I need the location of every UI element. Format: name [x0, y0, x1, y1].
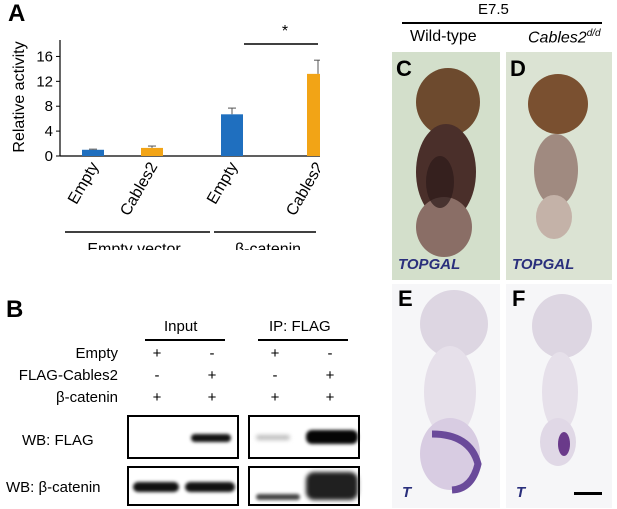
bar: [307, 73, 320, 156]
bar: [221, 114, 243, 156]
panel-f-t-mutant: F T: [506, 284, 612, 508]
embryo-image-e: [420, 290, 488, 494]
cables2-label-text: Cables2: [528, 29, 587, 47]
cables2-sup: d/d: [586, 28, 601, 39]
topgal-label-c: TOPGAL: [398, 256, 461, 273]
t-label-f: T: [516, 484, 526, 501]
wb-flag-label: WB: FLAG: [22, 432, 94, 449]
panel-d-letter: D: [510, 56, 526, 81]
band: [256, 494, 300, 500]
y-tick-label: 0: [45, 148, 53, 165]
row-label-flag-cables2: FLAG-Cables2: [18, 367, 118, 384]
blot-flag-ip: [248, 415, 360, 459]
wb-beta-catenin-label: WB: β-catenin: [6, 479, 101, 496]
band: [306, 472, 358, 500]
sign-r1-c0: -: [154, 367, 160, 384]
x-tick-label: Empty: [65, 160, 102, 208]
panel-c-topgal-wt: C TOPGAL: [392, 52, 500, 280]
sign-r0-c3: -: [327, 345, 333, 362]
input-header: Input: [164, 318, 198, 335]
ip-header-line: [258, 339, 348, 341]
x-tick-label: Cables2: [117, 159, 161, 218]
embryo-image-d: [528, 74, 588, 239]
blot-beta-catenin-input: [127, 466, 239, 506]
panel-f-letter: F: [512, 286, 526, 311]
band: [256, 435, 290, 440]
x-tick-label: Empty: [204, 160, 241, 208]
group-label-empty-vector: Empty vector: [87, 241, 181, 250]
sign-r1-c1: +: [207, 367, 217, 384]
sign-r2-c1: +: [207, 389, 217, 406]
bar-chart: 0 4 8 12 16 Empty Cables2 Empty Cables2 * Empty ve…: [36, 23, 320, 250]
sign-r2-c0: +: [152, 389, 162, 406]
panel-b-letter: B: [6, 296, 24, 323]
ip-flag-header: IP: FLAG: [269, 318, 331, 335]
wild-type-label: Wild-type: [410, 28, 477, 45]
panel-e-letter: E: [398, 286, 413, 311]
sign-r1-c3: +: [325, 367, 335, 384]
band: [191, 434, 231, 442]
y-tick-label: 16: [36, 48, 53, 65]
band: [133, 482, 179, 492]
blot-beta-catenin-ip: [248, 466, 360, 506]
sign-r0-c1: -: [209, 345, 215, 362]
sign-r1-c2: -: [272, 367, 278, 384]
stage-label: E7.5: [478, 1, 509, 18]
y-tick-label: 4: [45, 123, 53, 140]
input-header-line: [145, 339, 225, 341]
panel-d-topgal-mutant: D TOPGAL: [506, 52, 612, 280]
sign-r2-c2: +: [270, 389, 280, 406]
sign-r0-c0: +: [152, 345, 162, 362]
embryo-image-c: [416, 68, 480, 257]
panel-a-letter: A: [8, 0, 26, 27]
sign-r2-c3: +: [325, 389, 335, 406]
embryo-image-f: [532, 294, 592, 466]
panel-c-letter: C: [396, 56, 412, 81]
group-label-beta-catenin: β-catenin: [235, 241, 301, 250]
y-tick-label: 12: [36, 73, 53, 90]
t-label-e: T: [402, 484, 412, 501]
bar: [141, 147, 163, 156]
blot-flag-input: [127, 415, 239, 459]
sign-r0-c2: +: [270, 345, 280, 362]
significance-star: *: [282, 23, 288, 40]
x-tick-label: Cables2: [283, 159, 320, 218]
band: [185, 482, 235, 492]
band: [306, 430, 358, 444]
stage-line: [402, 22, 602, 24]
row-label-empty: Empty: [75, 345, 118, 362]
scale-bar: [574, 492, 602, 495]
cables2-dd-label: Cables2d/d: [528, 28, 601, 47]
panel-e-t-wt: E T: [392, 284, 500, 508]
y-tick-label: 8: [45, 98, 53, 115]
row-label-beta-catenin: β-catenin: [56, 389, 118, 406]
bar: [82, 149, 104, 156]
topgal-label-d: TOPGAL: [512, 256, 575, 273]
